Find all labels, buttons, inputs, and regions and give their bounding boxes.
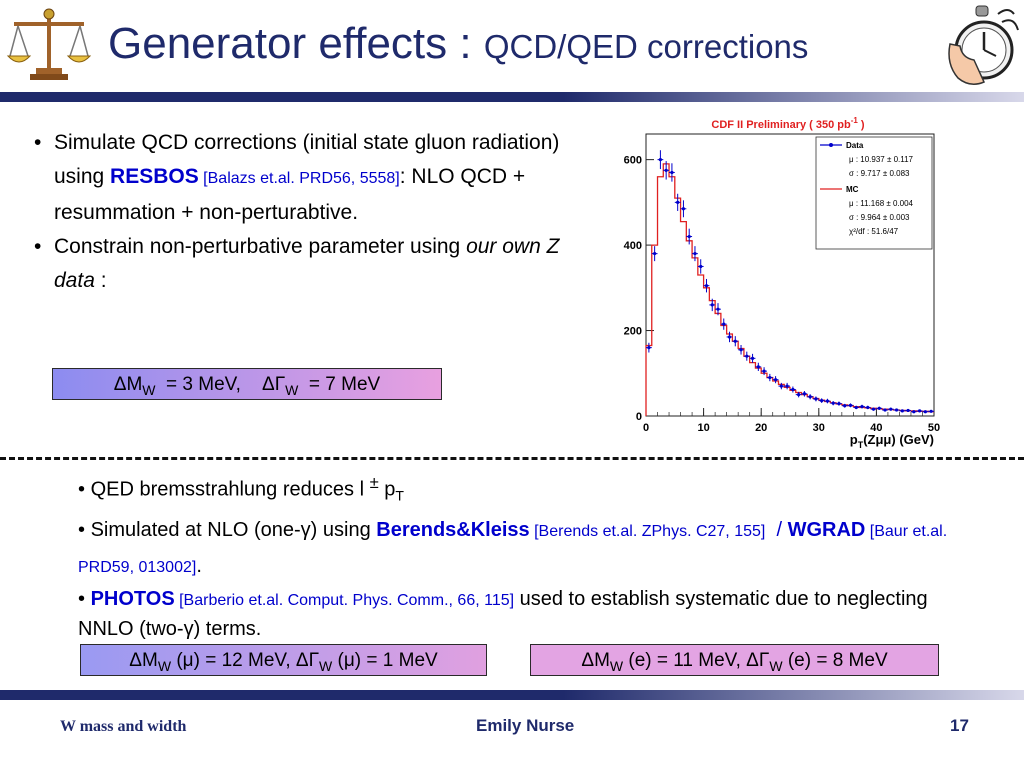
data-point [922, 410, 929, 414]
berends-kleiss-label: Berends&Kleiss [376, 518, 530, 541]
list-item: • PHOTOS [Barberio et.al. Comput. Phys. … [78, 587, 928, 640]
bottom-divider [0, 690, 1024, 700]
data-point [864, 405, 871, 410]
section-divider [0, 457, 1024, 460]
data-point [680, 200, 687, 218]
title-sub: QCD/QED corrections [483, 28, 809, 65]
data-point [928, 409, 934, 413]
plot-frame [645, 133, 935, 417]
legend-chi2: χ²/df : 51.6/47 [849, 227, 899, 236]
data-point [876, 406, 883, 410]
data-point [766, 373, 773, 382]
data-point [830, 401, 837, 406]
data-point [755, 362, 762, 371]
data-point [870, 407, 877, 411]
legend-mc-sigma: σ : 9.964 ± 0.003 [849, 213, 910, 222]
data-point [790, 386, 796, 393]
data-point [669, 163, 675, 182]
x-tick-label: 30 [813, 422, 825, 434]
data-point [726, 331, 733, 343]
data-point [743, 351, 750, 361]
data-point [916, 409, 923, 413]
list-item: Constrain non-perturbative parameter usi… [32, 230, 572, 298]
x-tick-label: 10 [697, 422, 709, 434]
legend-mc-label: MC [846, 185, 859, 194]
x-tick-label: 40 [870, 422, 882, 434]
wgrad-label: WGRAD [787, 518, 866, 541]
x-axis-label: pT(Zμμ) (GeV) [850, 432, 934, 450]
data-point [847, 403, 854, 408]
bullet-list-qcd: Simulate QCD corrections (initial state … [32, 126, 572, 298]
scales-icon [6, 8, 92, 80]
data-point [697, 259, 704, 274]
data-point [801, 391, 808, 397]
x-tick-label: 20 [755, 422, 767, 434]
data-point [778, 382, 785, 390]
title-main: Generator effects : [108, 19, 484, 68]
data-point [795, 391, 802, 398]
photos-label: PHOTOS [90, 587, 175, 610]
data-point [905, 408, 911, 413]
list-item: • Simulated at NLO (one-γ) using Berends… [78, 518, 948, 577]
data-point [720, 318, 727, 330]
data-point [899, 409, 906, 413]
legend-data-label: Data [846, 141, 864, 150]
data-point [703, 278, 710, 293]
data-point [761, 367, 767, 376]
data-point [841, 403, 848, 408]
qed-electron-result-box: ΔMW (e) = 11 MeV, ΔΓW (e) = 8 MeV [530, 644, 939, 676]
top-divider [0, 92, 1024, 102]
y-tick-label: 200 [624, 326, 642, 338]
resbos-label: RESBOS [110, 165, 199, 188]
chart-legend: Data μ : 10.937 ± 0.117 σ : 9.717 ± 0.08… [815, 136, 933, 250]
x-tick-label: 50 [928, 422, 940, 434]
data-point [674, 193, 681, 211]
data-point [749, 353, 756, 363]
legend-data-mu: μ : 10.937 ± 0.117 [849, 155, 914, 164]
data-point [887, 407, 894, 411]
page-number: 17 [950, 716, 969, 735]
data-point [686, 228, 693, 245]
footer-author: Emily Nurse [476, 716, 575, 735]
y-tick-label: 600 [624, 155, 642, 167]
data-point [651, 246, 658, 262]
data-point [732, 336, 739, 347]
data-point [813, 396, 819, 402]
data-point [663, 161, 670, 180]
qed-muon-result-box: ΔMW (μ) = 12 MeV, ΔΓW (μ) = 1 MeV [80, 644, 487, 676]
data-point [893, 408, 900, 412]
data-point [738, 344, 744, 355]
stopwatch-hand-icon [948, 5, 1019, 85]
y-tick-label: 0 [636, 411, 642, 423]
data-point [772, 376, 779, 384]
data-point [692, 246, 698, 262]
list-item: • QED bremsstrahlung reduces l ± pT [78, 473, 404, 504]
data-point [807, 394, 814, 400]
data-point [709, 298, 716, 312]
data-point [657, 150, 664, 170]
list-item: Simulate QCD corrections (initial state … [32, 126, 572, 230]
legend-mc-mu: μ : 11.168 ± 0.004 [849, 199, 914, 208]
data-point [715, 303, 721, 316]
data-point [859, 404, 865, 409]
data-point [784, 382, 790, 390]
footer-title: W mass and width [60, 718, 187, 735]
x-tick-label: 0 [643, 422, 649, 434]
page-title: Generator effects : QCD/QED corrections [108, 14, 808, 74]
data-point [853, 405, 860, 410]
qcd-result-box: ΔMW = 3 MeV, ΔΓW = 7 MeV [52, 368, 442, 400]
data-point [818, 398, 825, 403]
data-point [882, 408, 888, 412]
qed-text-block: • QED bremsstrahlung reduces l ± pT • Si… [78, 466, 958, 643]
data-point [910, 410, 917, 414]
data-point [646, 342, 652, 353]
data-point [836, 401, 842, 406]
y-tick-label: 400 [624, 240, 642, 252]
chart-title: CDF II Preliminary ( 350 pb-1 ) [711, 116, 865, 131]
legend-data-sigma: σ : 9.717 ± 0.083 [849, 169, 910, 178]
pt-histogram-chart: CDF II Preliminary ( 350 pb-1 ) 02004006… [624, 116, 940, 450]
data-point [824, 398, 831, 404]
